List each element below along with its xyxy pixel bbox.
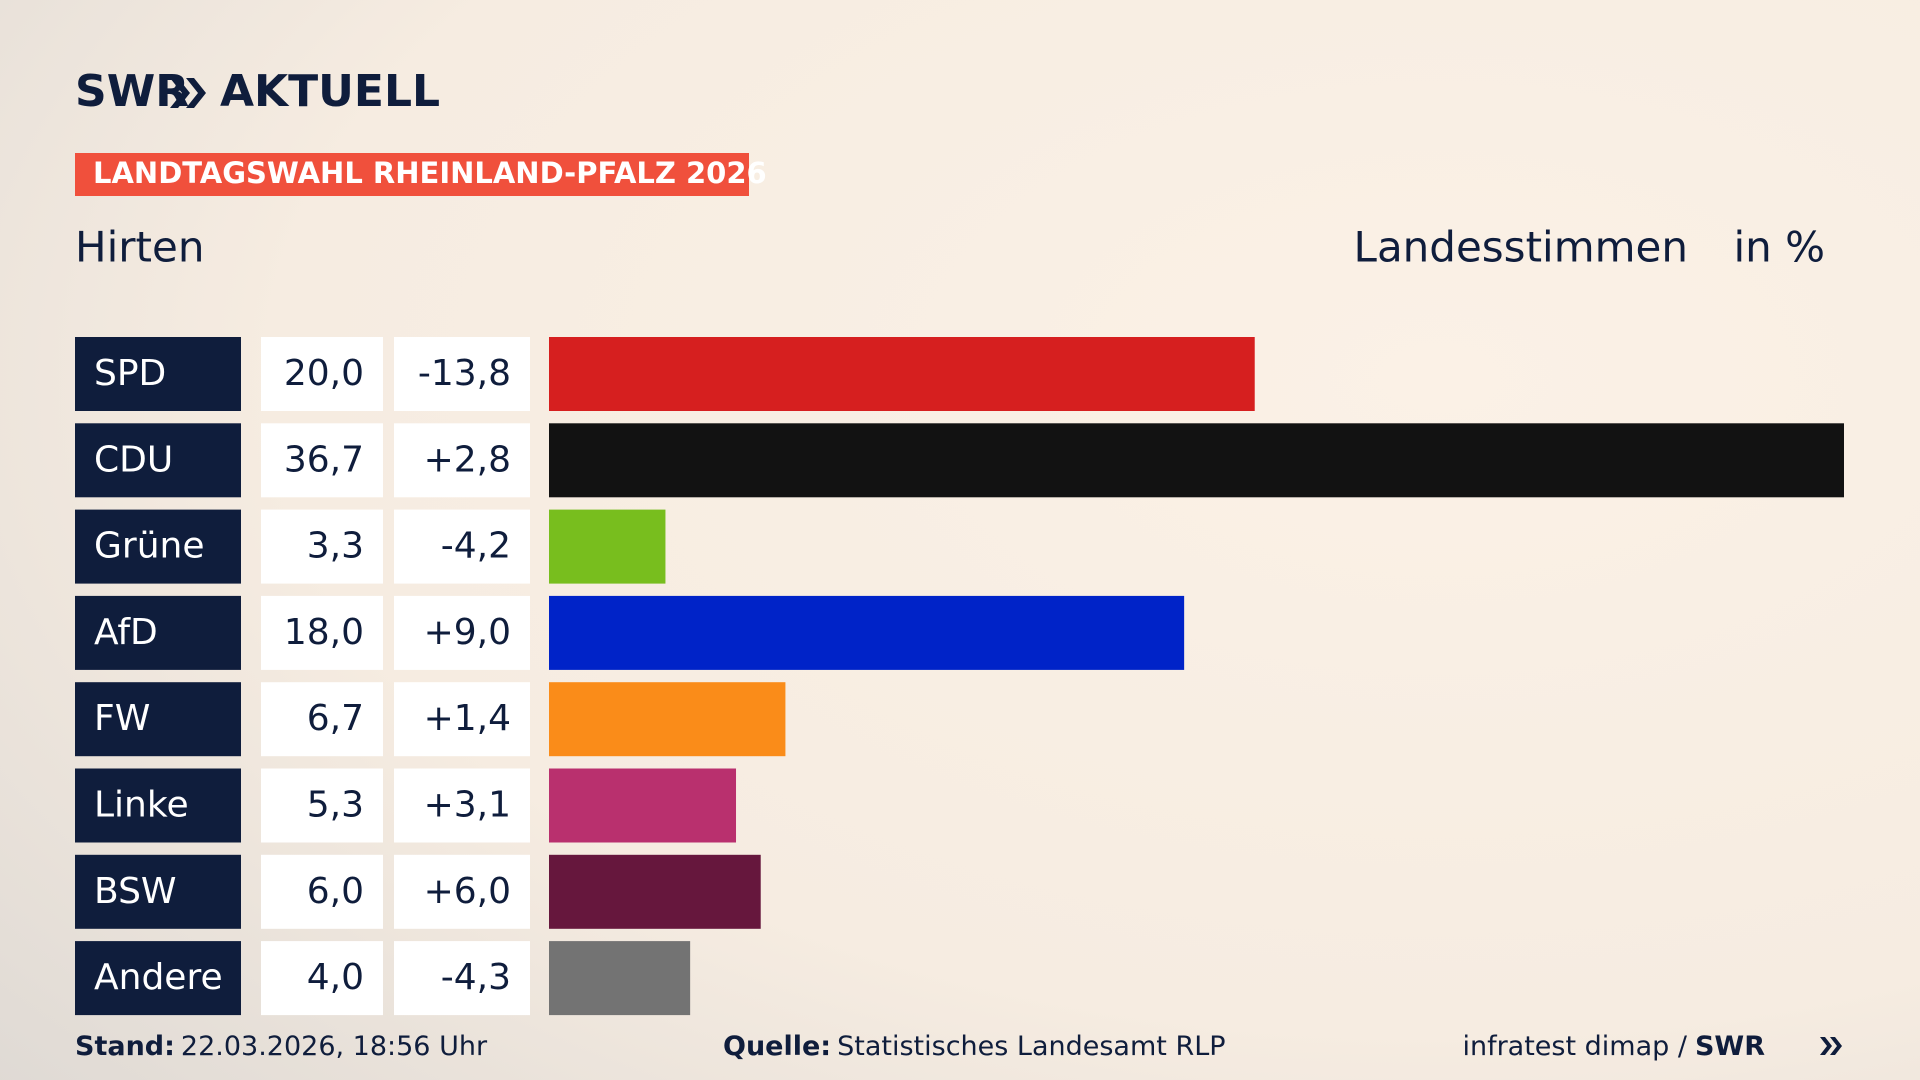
value-label: 6,0 [307,871,364,912]
party-name: Linke [94,785,189,826]
party-box [75,509,241,584]
credit: infratest dimap / [1462,1031,1687,1062]
party-box [75,423,241,498]
brand: SWR [75,66,189,117]
bar [549,423,1844,498]
value-label: 36,7 [284,439,364,480]
change-box [394,854,530,929]
source-label: Quelle: [723,1031,831,1062]
change-box [394,682,530,757]
value-label: 6,7 [307,698,364,739]
bar [549,768,737,843]
value-box [261,595,383,670]
value-box [261,854,383,929]
value-box [261,509,383,584]
change-label: -13,8 [418,353,511,394]
footer-stand: Stand: 22.03.2026, 18:56 Uhr [75,1031,488,1062]
value-label: 18,0 [284,612,364,653]
party-name: FW [94,698,150,739]
credit-chevrons [1820,1037,1842,1055]
value-box [261,682,383,757]
value-box [261,337,383,411]
value-label: 3,3 [307,526,364,567]
value-box [261,423,383,498]
bar [549,509,666,584]
change-label: +1,4 [424,698,511,739]
change-label: +2,8 [424,439,511,480]
change-label: +3,1 [424,785,511,826]
footer-source: Quelle: Statistisches Landesamt RLP [723,1031,1226,1062]
value-box [261,768,383,843]
party-box [75,941,241,1016]
change-label: +9,0 [424,612,511,653]
change-box [394,337,530,411]
chart-title: Hirten [75,223,204,272]
party-box [75,682,241,757]
bar [549,854,761,929]
party-box [75,768,241,843]
party-name: Grüne [94,526,204,567]
bar [549,595,1185,670]
change-box [394,941,530,1016]
unit-label: in % [1733,223,1825,272]
banner: LANDTAGSWAHL RHEINLAND-PFALZ 2026 [93,156,767,190]
rows: SPD 20,0 -13,8 CDU 36,7 +2,8 Grüne 3,3 -4,2 AfD 18… [75,337,1844,1016]
brand-chevrons [170,78,206,108]
change-label: +6,0 [424,871,511,912]
party-name: BSW [94,871,177,912]
party-box [75,854,241,929]
bar [549,941,691,1016]
party-box [75,337,241,411]
value-box [261,941,383,1016]
party-name: AfD [94,612,158,653]
banner-box [75,153,749,196]
stand-label: Stand: [75,1031,175,1062]
change-label: -4,3 [441,957,511,998]
bar [549,337,1255,411]
brand-suffix: AKTUELL [220,66,440,117]
change-box [394,423,530,498]
footer-credit: infratest dimap / SWR [1462,1031,1765,1062]
source: Statistisches Landesamt RLP [837,1031,1225,1062]
party-name: SPD [94,353,166,394]
change-box [394,768,530,843]
value-label: 5,3 [307,785,364,826]
party-name: CDU [94,439,173,480]
change-label: -4,2 [441,526,511,567]
party-name: Andere [94,957,223,998]
value-label: Landesstimmen [1354,223,1688,272]
party-box [75,595,241,670]
stand: 22.03.2026, 18:56 Uhr [181,1031,488,1062]
credit-brand: SWR [1695,1031,1765,1062]
value-label: 4,0 [307,957,364,998]
change-box [394,595,530,670]
value-label: 20,0 [284,353,364,394]
change-box [394,509,530,584]
bar [549,682,786,757]
